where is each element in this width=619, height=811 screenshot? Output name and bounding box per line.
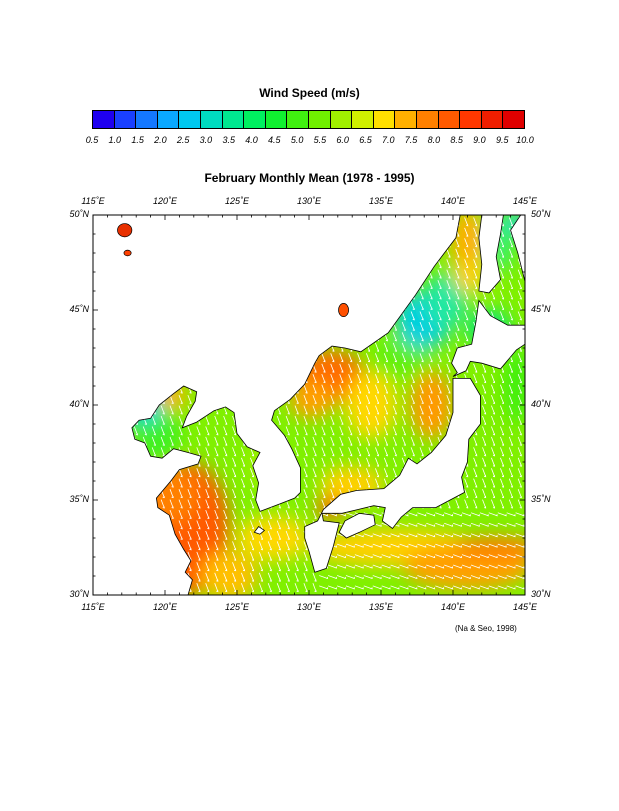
lon-label-bottom: 130˚E xyxy=(297,602,321,612)
lon-label-top: 125˚E xyxy=(225,196,249,206)
lon-label-bottom: 115˚E xyxy=(81,602,104,612)
lake xyxy=(124,250,131,256)
lake xyxy=(117,224,131,237)
lon-label-top: 140˚E xyxy=(441,196,465,206)
lat-label-left: 50˚N xyxy=(69,209,89,219)
lon-label-top: 120˚E xyxy=(153,196,177,206)
lon-label-top: 115˚E xyxy=(81,196,104,206)
lon-label-top: 135˚E xyxy=(369,196,393,206)
lon-label-top: 130˚E xyxy=(297,196,321,206)
credit-text: (Na & Seo, 1998) xyxy=(455,624,517,633)
lon-label-bottom: 125˚E xyxy=(225,602,249,612)
lon-label-bottom: 140˚E xyxy=(441,602,465,612)
lon-label-bottom: 145˚E xyxy=(513,602,537,612)
lat-label-right: 40˚N xyxy=(531,399,551,409)
lon-label-bottom: 135˚E xyxy=(369,602,393,612)
lat-label-right: 30˚N xyxy=(531,589,551,599)
lat-label-right: 45˚N xyxy=(531,304,551,314)
lat-label-left: 30˚N xyxy=(69,589,89,599)
lat-label-right: 35˚N xyxy=(531,494,551,504)
lat-label-right: 50˚N xyxy=(531,209,551,219)
lat-label-left: 40˚N xyxy=(69,399,89,409)
lon-label-bottom: 120˚E xyxy=(153,602,177,612)
lat-label-left: 45˚N xyxy=(69,304,89,314)
lon-label-top: 145˚E xyxy=(513,196,537,206)
lake xyxy=(339,303,349,316)
lat-label-left: 35˚N xyxy=(69,494,89,504)
